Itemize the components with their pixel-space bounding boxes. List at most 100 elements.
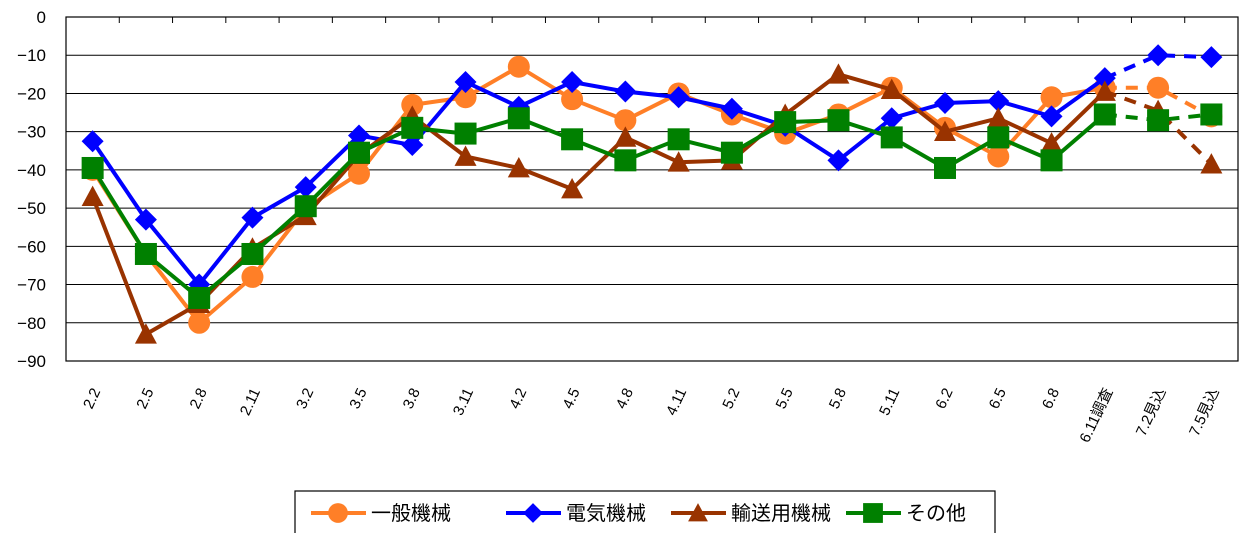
series-4-point bbox=[134, 242, 157, 265]
x-tick-label: 5.11 bbox=[876, 386, 903, 419]
series-3-point bbox=[934, 120, 956, 142]
series-2-point bbox=[134, 208, 157, 231]
series-1-point bbox=[561, 88, 584, 111]
series-2-point bbox=[934, 92, 956, 114]
x-tick-label: 2.2 bbox=[80, 386, 104, 412]
y-tick-label: 0 bbox=[37, 8, 46, 27]
series-3-point bbox=[454, 145, 477, 166]
series-4-point bbox=[401, 116, 424, 139]
series-3-point bbox=[987, 107, 1010, 128]
x-tick-label: 5.5 bbox=[773, 386, 797, 412]
x-tick-label: 6.8 bbox=[1039, 386, 1063, 412]
x-tick-label: 4.2 bbox=[506, 386, 530, 412]
series-line-3 bbox=[90, 72, 1107, 337]
series-4-point bbox=[1093, 103, 1116, 126]
series-4-point bbox=[667, 128, 690, 151]
series-4-point bbox=[774, 111, 797, 134]
x-tick-label: 5.8 bbox=[826, 386, 850, 412]
x-tick-label: 3.2 bbox=[293, 386, 317, 412]
series-2-point bbox=[561, 70, 584, 93]
series-2-point bbox=[667, 86, 690, 109]
x-tick-label: 3.11 bbox=[450, 386, 477, 419]
legend-swatch-marker bbox=[863, 503, 883, 523]
series-4-point bbox=[241, 242, 264, 265]
series-2-point bbox=[401, 134, 424, 157]
series-4-point bbox=[1040, 149, 1063, 172]
series-forecast-line-2 bbox=[1104, 53, 1212, 80]
x-tick-label: 4.11 bbox=[663, 386, 690, 419]
x-tick-label: 6.2 bbox=[932, 386, 956, 412]
x-tick-label: 2.5 bbox=[133, 386, 157, 412]
series-2-point bbox=[1093, 67, 1116, 90]
series-1-point bbox=[454, 86, 477, 109]
x-tick-label: 6.5 bbox=[986, 386, 1010, 412]
x-tick-label: 2.11 bbox=[237, 386, 264, 419]
y-tick-label: −60 bbox=[17, 237, 46, 256]
y-tick-label: −30 bbox=[17, 123, 46, 142]
series-4-point bbox=[188, 286, 211, 309]
series-4-point bbox=[934, 156, 956, 179]
legend-label: 輸送用機械 bbox=[731, 502, 831, 525]
x-tick-label: 4.5 bbox=[559, 386, 583, 412]
x-tick-label: 2.8 bbox=[187, 386, 211, 412]
series-3-point bbox=[507, 156, 530, 178]
x-tick-label: 4.8 bbox=[613, 386, 637, 412]
legend-swatch-marker bbox=[328, 503, 348, 523]
series-1-point bbox=[987, 145, 1010, 168]
x-tick-label: 3.8 bbox=[400, 386, 424, 412]
y-tick-label: −90 bbox=[17, 352, 46, 371]
series-3-point bbox=[880, 78, 903, 99]
series-2-point bbox=[720, 97, 743, 120]
y-tick-label: −50 bbox=[17, 199, 46, 218]
series-3-point bbox=[667, 151, 690, 172]
series-2-point bbox=[348, 124, 370, 147]
series-1-point bbox=[348, 162, 370, 185]
series-forecast-line-3 bbox=[1104, 89, 1213, 166]
series-2-point bbox=[614, 80, 637, 103]
series-1-point bbox=[241, 265, 264, 288]
series-1-point bbox=[507, 55, 530, 78]
series-4-point bbox=[81, 156, 104, 179]
series-4-point bbox=[348, 141, 370, 164]
series-2-point bbox=[880, 107, 903, 130]
series-1-point bbox=[401, 93, 424, 116]
series-line-2 bbox=[90, 76, 1106, 287]
series-3-point bbox=[81, 185, 104, 206]
series-2-point bbox=[827, 149, 850, 172]
series-1-point bbox=[188, 311, 211, 334]
series-4-point bbox=[1147, 109, 1170, 132]
series-2-point bbox=[1040, 105, 1063, 128]
series-4-point bbox=[827, 109, 850, 132]
series-3-point bbox=[561, 178, 584, 199]
series-3-point bbox=[1200, 153, 1223, 174]
y-tick-label: −70 bbox=[17, 276, 46, 295]
series-3-point bbox=[134, 323, 157, 344]
y-tick-label: −20 bbox=[17, 84, 46, 103]
series-4-point bbox=[880, 126, 903, 149]
series-2-point bbox=[1147, 44, 1170, 67]
series-2-point bbox=[241, 206, 264, 229]
series-line-1 bbox=[90, 64, 1106, 325]
series-3-point bbox=[1093, 80, 1116, 101]
series-4-point bbox=[294, 195, 317, 218]
y-tick-label: −80 bbox=[17, 314, 46, 333]
series-3-point bbox=[614, 126, 637, 147]
legend-label: 一般機械 bbox=[371, 502, 451, 525]
legend-swatch-marker bbox=[688, 503, 708, 522]
x-tick-label: 7.5見込 bbox=[1186, 386, 1223, 439]
series-3-point bbox=[1040, 132, 1063, 153]
x-tick-label: 7.2見込 bbox=[1133, 386, 1170, 439]
series-2-point bbox=[1200, 46, 1223, 69]
series-2-point bbox=[454, 70, 477, 93]
series-4-point bbox=[454, 122, 477, 145]
plot-area bbox=[65, 16, 1239, 362]
x-tick-label: 3.5 bbox=[346, 386, 370, 412]
series-4-point bbox=[720, 141, 743, 164]
series-4-point bbox=[614, 149, 637, 172]
series-1-point bbox=[1040, 86, 1063, 109]
series-4-point bbox=[1200, 103, 1223, 126]
series-4-point bbox=[507, 107, 530, 130]
y-tick-label: −40 bbox=[17, 161, 46, 180]
